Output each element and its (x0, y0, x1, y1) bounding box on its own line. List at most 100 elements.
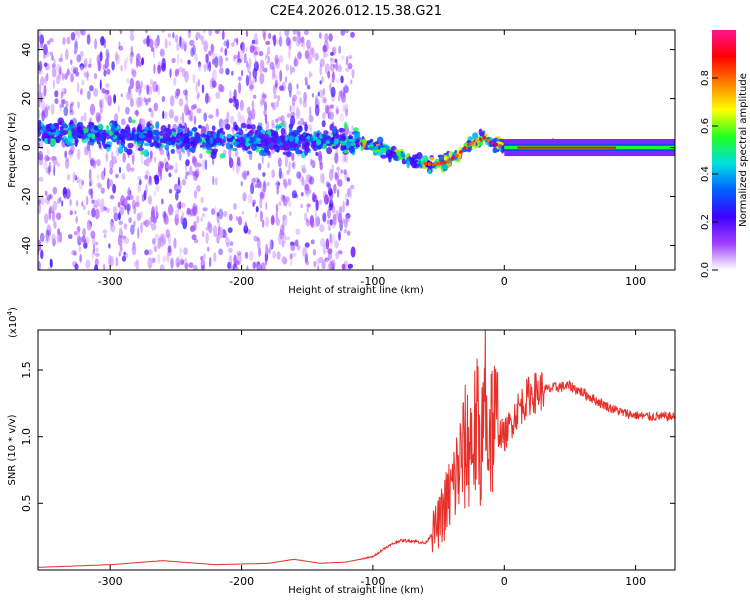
noise-blob (308, 115, 314, 123)
noise-blob (258, 50, 264, 57)
y-tick-label: 40 (20, 43, 33, 57)
noise-blob (266, 46, 271, 55)
noise-blob (296, 171, 302, 179)
noise-blob (182, 178, 186, 186)
ridge-blob (94, 125, 99, 131)
ridge-blob (304, 124, 308, 132)
ridge-blob (350, 142, 356, 147)
noise-blob (245, 74, 250, 87)
noise-blob (345, 67, 350, 73)
noise-blob (194, 53, 198, 62)
noise-blob (122, 152, 126, 163)
noise-blob (146, 155, 150, 168)
noise-blob (208, 61, 212, 72)
ridge-blob (353, 132, 361, 139)
noise-blob (141, 57, 145, 66)
ridge-blob (428, 169, 432, 175)
ridge-blob (47, 137, 51, 144)
noise-blob (173, 237, 177, 249)
noise-blob (267, 162, 270, 169)
noise-blob (92, 243, 96, 255)
noise-blob (289, 64, 293, 76)
noise-blob (233, 57, 236, 62)
noise-blob (231, 70, 234, 76)
snr-multiplier: (x104) (6, 307, 19, 338)
noise-blob (177, 254, 183, 264)
noise-blob (161, 62, 166, 72)
noise-blob (73, 173, 77, 180)
noise-blob (154, 233, 160, 241)
noise-blob (113, 94, 117, 104)
noise-blob (196, 94, 199, 101)
noise-blob (39, 232, 45, 242)
noise-blob (265, 40, 271, 46)
snr-multiplier-exponent: 4 (6, 310, 14, 315)
noise-blob (175, 257, 180, 268)
noise-blob (262, 94, 267, 99)
noise-blob (121, 200, 125, 206)
ridge-peak (447, 158, 451, 162)
noise-blob (342, 104, 345, 113)
noise-blob (151, 223, 157, 231)
noise-blob (335, 210, 339, 219)
noise-blob (138, 85, 142, 96)
noise-blob (254, 46, 257, 56)
noise-blob (177, 53, 180, 65)
ridge-blob (155, 121, 160, 129)
noise-blob (194, 189, 197, 199)
noise-blob (331, 77, 335, 83)
noise-blob (38, 176, 44, 182)
noise-blob (272, 251, 277, 259)
noise-blob (334, 152, 339, 164)
figure-title: C2E4.2026.012.15.38.G21 (270, 4, 442, 19)
noise-blob (320, 238, 326, 247)
ridge-blob (214, 137, 222, 144)
noise-blob (307, 44, 312, 54)
noise-blob (341, 153, 347, 163)
noise-blob (237, 76, 242, 81)
noise-blob (249, 84, 255, 90)
noise-blob (225, 232, 228, 240)
noise-blob (119, 206, 124, 216)
noise-blob (318, 89, 324, 99)
noise-blob (200, 259, 206, 270)
noise-blob (294, 239, 299, 247)
spectrogram-xlabel: Height of straight line (km) (288, 285, 424, 296)
noise-blob (278, 233, 282, 246)
ridge-blob (99, 134, 105, 142)
noise-blob (257, 264, 262, 270)
noise-blob (291, 252, 297, 258)
noise-blob (268, 239, 272, 251)
noise-blob (199, 34, 202, 41)
ridge-blob (330, 137, 335, 141)
noise-blob (52, 79, 55, 89)
noise-blob (197, 79, 200, 88)
snr-marks (38, 330, 675, 568)
noise-blob (70, 73, 74, 83)
noise-blob (135, 195, 140, 205)
noise-blob (182, 217, 188, 230)
noise-blob (169, 95, 175, 107)
noise-blob (325, 258, 328, 264)
noise-blob (62, 36, 66, 46)
noise-blob (131, 245, 137, 256)
noise-blob (308, 56, 313, 62)
noise-blob (275, 212, 278, 220)
noise-blob (101, 88, 106, 94)
noise-blob (56, 63, 61, 72)
noise-blob (338, 231, 341, 241)
noise-blob (148, 249, 153, 256)
noise-blob (253, 235, 258, 242)
noise-blob (47, 266, 51, 270)
noise-blob (88, 178, 93, 187)
ridge-blob (315, 152, 319, 156)
noise-blob (255, 206, 259, 213)
ridge-blob (165, 128, 173, 136)
ridge-blob (256, 125, 262, 132)
noise-blob (323, 40, 329, 53)
noise-blob (338, 95, 341, 102)
noise-blob (155, 211, 159, 220)
noise-blob (252, 261, 257, 269)
noise-blob (143, 190, 147, 201)
noise-blob (299, 97, 303, 106)
